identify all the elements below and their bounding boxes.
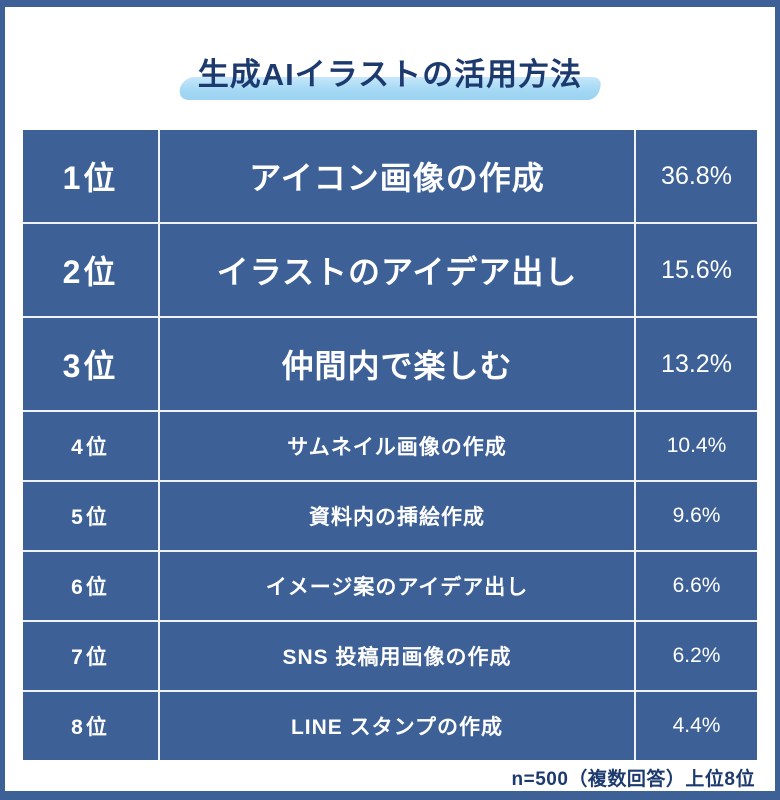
sample-size-note: n=500（複数回答）上位8位 (511, 769, 755, 790)
rank-cell: 2位 (62, 254, 119, 290)
percent-cell: 36.8% (661, 161, 732, 190)
rank-cell: 4位 (71, 436, 110, 459)
rank-cell: 8位 (71, 716, 110, 739)
item-cell: サムネイル画像の作成 (158, 412, 636, 480)
table-row: 8位 LINE スタンプの作成 4.4% (23, 690, 757, 760)
page-title: 生成AIイラストの活用方法 (176, 54, 604, 100)
percent-cell: 15.6% (661, 255, 732, 284)
table-row: 5位 資料内の挿絵作成 9.6% (23, 480, 757, 550)
rank-cell: 1位 (62, 160, 119, 196)
rank-cell: 7位 (71, 646, 110, 669)
item-cell: 仲間内で楽しむ (158, 318, 636, 410)
item-cell: イラストのアイデア出し (158, 224, 636, 316)
page-title-text: 生成AIイラストの活用方法 (197, 57, 583, 92)
rank-cell: 3位 (62, 348, 119, 384)
page-title-area: 生成AIイラストの活用方法 (0, 54, 780, 100)
percent-cell: 4.4% (672, 714, 721, 737)
item-cell: 資料内の挿絵作成 (158, 482, 636, 550)
percent-cell: 9.6% (672, 504, 721, 527)
table-row: 4位 サムネイル画像の作成 10.4% (23, 410, 757, 480)
item-cell: イメージ案のアイデア出し (158, 552, 636, 620)
item-cell: アイコン画像の作成 (158, 130, 636, 222)
item-cell: SNS 投稿用画像の作成 (158, 622, 636, 690)
percent-cell: 6.2% (672, 644, 721, 667)
table-row: 7位 SNS 投稿用画像の作成 6.2% (23, 620, 757, 690)
rank-cell: 5位 (71, 506, 110, 529)
rank-cell: 6位 (71, 576, 110, 599)
table-row: 2位 イラストのアイデア出し 15.6% (23, 222, 757, 316)
percent-cell: 13.2% (661, 349, 732, 378)
table-row: 3位 仲間内で楽しむ 13.2% (23, 316, 757, 410)
item-cell: LINE スタンプの作成 (158, 692, 636, 760)
ranking-table: 1位 アイコン画像の作成 36.8% 2位 イラストのアイデア出し 15.6% … (23, 130, 757, 760)
percent-cell: 10.4% (666, 434, 727, 457)
table-row: 6位 イメージ案のアイデア出し 6.6% (23, 550, 757, 620)
percent-cell: 6.6% (672, 574, 721, 597)
table-row: 1位 アイコン画像の作成 36.8% (23, 130, 757, 222)
